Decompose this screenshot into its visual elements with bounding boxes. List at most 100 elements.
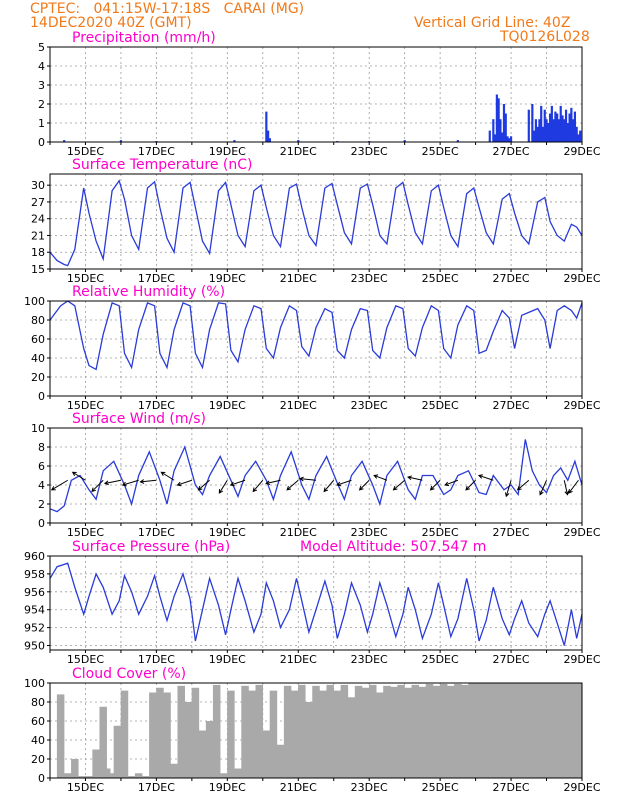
wind-arrow [444, 479, 459, 487]
cloud-bar [99, 706, 107, 778]
x-tick-label: 17DEC [138, 145, 175, 158]
x-tick-label: 19DEC [209, 653, 246, 666]
y-tick-label: 0 [38, 136, 45, 149]
wind-arrow [323, 479, 335, 493]
cloud-bar [404, 687, 412, 778]
y-tick-label: 2 [38, 498, 45, 511]
cloud-bar [56, 694, 65, 778]
panel-wind: 0 2 4 6 8 10 15DEC 17DEC 19DEC 21DEC 23DEC 25DEC 27D… [31, 411, 601, 539]
wind-arrow [176, 479, 193, 487]
y-tick-label: 2 [38, 98, 45, 111]
x-tick-label: 17DEC [138, 272, 175, 285]
x-tick-label: 15DEC [67, 272, 104, 285]
panel-rh: 0 20 40 60 80 100 15DEC 17DEC 19DEC 21DEC 23DEC 25D… [24, 284, 601, 412]
precip-bar [531, 104, 534, 142]
y-tick-label: 100 [24, 295, 45, 308]
cloud-bar [149, 692, 157, 778]
cloud-bar [468, 683, 476, 778]
x-tick-label: 23DEC [351, 399, 388, 412]
precip-bar [265, 111, 268, 142]
cloud-frame [49, 682, 583, 779]
cloud-bar [241, 685, 249, 778]
cloud-bar [567, 683, 576, 778]
precip-bar [267, 130, 270, 142]
x-tick-label: 23DEC [351, 526, 388, 539]
cloud-bar [482, 683, 490, 778]
precip-bar [403, 140, 406, 142]
x-tick-label: 29DEC [563, 399, 600, 412]
precip-bar [527, 109, 530, 142]
y-tick-label: 0 [38, 772, 45, 785]
cloud-bar [106, 773, 115, 778]
cloud-bar [539, 683, 547, 778]
model-code: TQ0126L028 [500, 29, 590, 45]
grid-note: Vertical Grid Line: 40Z [414, 15, 571, 31]
panel-pres: 950 952 954 956 958 960 15DEC 17DEC 19DEC 21DEC 23… [24, 539, 601, 666]
temp-frame [49, 173, 583, 270]
cloud-bar [170, 763, 178, 778]
y-tick-label: 20 [31, 371, 45, 384]
cloud-bar [212, 684, 221, 778]
precip-bar [509, 136, 513, 142]
x-tick-label: 15DEC [67, 653, 104, 666]
wind-arrow [139, 479, 157, 484]
y-tick-label: 960 [24, 550, 45, 563]
cloud-bar [439, 683, 448, 778]
precip-bar [572, 119, 575, 142]
y-tick-label: 60 [31, 715, 45, 728]
x-tick-label: 19DEC [209, 781, 246, 794]
y-tick-label: 4 [38, 479, 45, 492]
x-tick-label: 27DEC [493, 145, 530, 158]
x-tick-label: 27DEC [493, 653, 530, 666]
cloud-bar [283, 685, 292, 778]
cloud-bar [532, 683, 540, 778]
cloud-bar [333, 690, 342, 778]
wind-arrow [406, 475, 423, 481]
precip-bar [540, 105, 543, 142]
cloud-bar [184, 702, 193, 778]
y-tick-label: 21 [31, 229, 45, 242]
precip-bar [548, 113, 552, 142]
cloud-bar [411, 684, 420, 778]
precip-bar [534, 119, 537, 142]
cloud-bar [163, 692, 171, 778]
wind-title: Surface Wind (m/s) [72, 411, 206, 427]
cloud-bar [120, 690, 129, 778]
y-tick-label: 30 [31, 179, 45, 192]
precip-bar [499, 119, 502, 142]
x-tick-label: 27DEC [493, 781, 530, 794]
precip-frame [49, 46, 583, 143]
precip-bar [456, 140, 459, 142]
cloud-bar [262, 730, 271, 778]
x-tick-label: 19DEC [209, 399, 246, 412]
cloud-bar [113, 725, 122, 778]
precip-bar [564, 109, 568, 142]
y-tick-label: 4 [38, 60, 45, 73]
cloud-bar [177, 685, 185, 778]
cloud-bar [312, 685, 320, 778]
y-tick-label: 952 [24, 622, 45, 635]
precip-bar [543, 109, 546, 142]
wind-arrow [429, 479, 441, 491]
y-tick-label: 5 [38, 41, 45, 54]
pres-frame [49, 555, 583, 651]
precip-bar [563, 119, 566, 142]
wind-arrow [71, 471, 86, 481]
cloud-bar [276, 744, 285, 778]
panel-cloud: 0 20 40 60 80 100 15DEC 17DEC 19DEC 21DEC 23DEC 25D… [24, 666, 601, 794]
x-tick-label: 21DEC [280, 272, 317, 285]
x-tick-label: 21DEC [280, 653, 317, 666]
precip-bar [550, 105, 553, 142]
x-tick-label: 25DEC [422, 145, 459, 158]
y-tick-label: 15 [31, 263, 45, 276]
cloud-bar [574, 683, 583, 778]
cloud-bar [248, 690, 256, 778]
x-tick-label: 25DEC [422, 781, 459, 794]
precip-bar [554, 111, 557, 142]
x-tick-label: 21DEC [280, 399, 317, 412]
cloud-bar [489, 683, 498, 778]
precip-bar [494, 134, 497, 142]
cloud-title: Cloud Cover (%) [72, 666, 186, 682]
cloud-bar [227, 690, 235, 778]
